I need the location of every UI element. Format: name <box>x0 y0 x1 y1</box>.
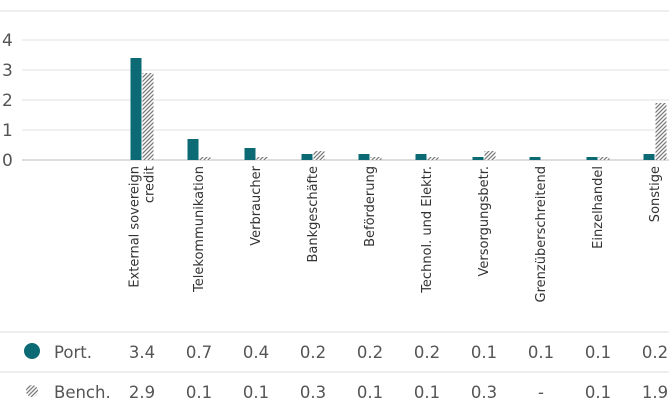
benchmark-bar <box>484 151 496 160</box>
y-tick-label: 2 <box>2 91 13 111</box>
portfolio-bar <box>529 157 541 160</box>
benchmark-bar <box>370 157 382 160</box>
category-label: Einzelhandel <box>591 166 606 249</box>
benchmark-value: 2.9 <box>129 383 155 402</box>
benchmark-legend-label: Bench. <box>54 383 111 402</box>
category-label: credit <box>143 166 158 203</box>
portfolio-bar <box>643 154 655 160</box>
benchmark-value: 0.1 <box>186 383 212 402</box>
benchmark-bar <box>142 73 154 160</box>
y-tick-label: 4 <box>2 31 13 51</box>
category-label: Sonstige <box>648 166 663 222</box>
portfolio-bar <box>358 154 370 160</box>
portfolio-legend-label: Port. <box>54 343 92 362</box>
portfolio-bar <box>244 148 256 160</box>
benchmark-legend-swatch <box>26 385 38 397</box>
y-tick-label: 1 <box>2 121 13 141</box>
benchmark-value: 0.1 <box>243 383 269 402</box>
benchmark-value: 0.1 <box>357 383 383 402</box>
portfolio-value: 0.4 <box>243 343 269 362</box>
portfolio-bar <box>187 139 199 160</box>
benchmark-bar <box>256 157 268 160</box>
benchmark-value: 0.3 <box>300 383 326 402</box>
portfolio-value: 0.1 <box>528 343 554 362</box>
benchmark-value: 0.1 <box>414 383 440 402</box>
category-label: Bankgeschäfte <box>306 166 321 262</box>
category-label: Verbraucher <box>249 165 264 245</box>
portfolio-value: 0.2 <box>642 343 668 362</box>
category-label: Telekommunikation <box>192 166 207 293</box>
benchmark-bar <box>199 157 211 160</box>
portfolio-value: 0.2 <box>300 343 326 362</box>
portfolio-bar <box>301 154 313 160</box>
category-label: Technol. und Elektr. <box>420 166 435 294</box>
y-tick-label: 3 <box>2 61 13 81</box>
portfolio-value: 3.4 <box>129 343 155 362</box>
benchmark-value: 0.1 <box>585 383 611 402</box>
portfolio-value: 0.2 <box>357 343 383 362</box>
portfolio-value: 0.1 <box>585 343 611 362</box>
benchmark-value: - <box>538 383 544 402</box>
portfolio-value: 0.2 <box>414 343 440 362</box>
portfolio-legend-swatch <box>24 343 40 359</box>
benchmark-bar <box>655 103 667 160</box>
category-label: Beförderung <box>363 166 378 247</box>
benchmark-bar <box>313 151 325 160</box>
portfolio-value: 0.7 <box>186 343 212 362</box>
category-label: Versorgungsbetr. <box>477 166 492 276</box>
portfolio-bar <box>415 154 427 160</box>
benchmark-bar <box>427 157 439 160</box>
portfolio-bar <box>130 58 142 160</box>
y-tick-label: 0 <box>2 151 13 171</box>
category-label: External sovereign <box>128 166 143 288</box>
portfolio-bar <box>586 157 598 160</box>
benchmark-value: 0.3 <box>471 383 497 402</box>
portfolio-value: 0.1 <box>471 343 497 362</box>
portfolio-bar <box>472 157 484 160</box>
benchmark-bar <box>598 157 610 160</box>
category-label: Grenzüberschreitend <box>534 166 549 302</box>
benchmark-value: 1.9 <box>642 383 668 402</box>
